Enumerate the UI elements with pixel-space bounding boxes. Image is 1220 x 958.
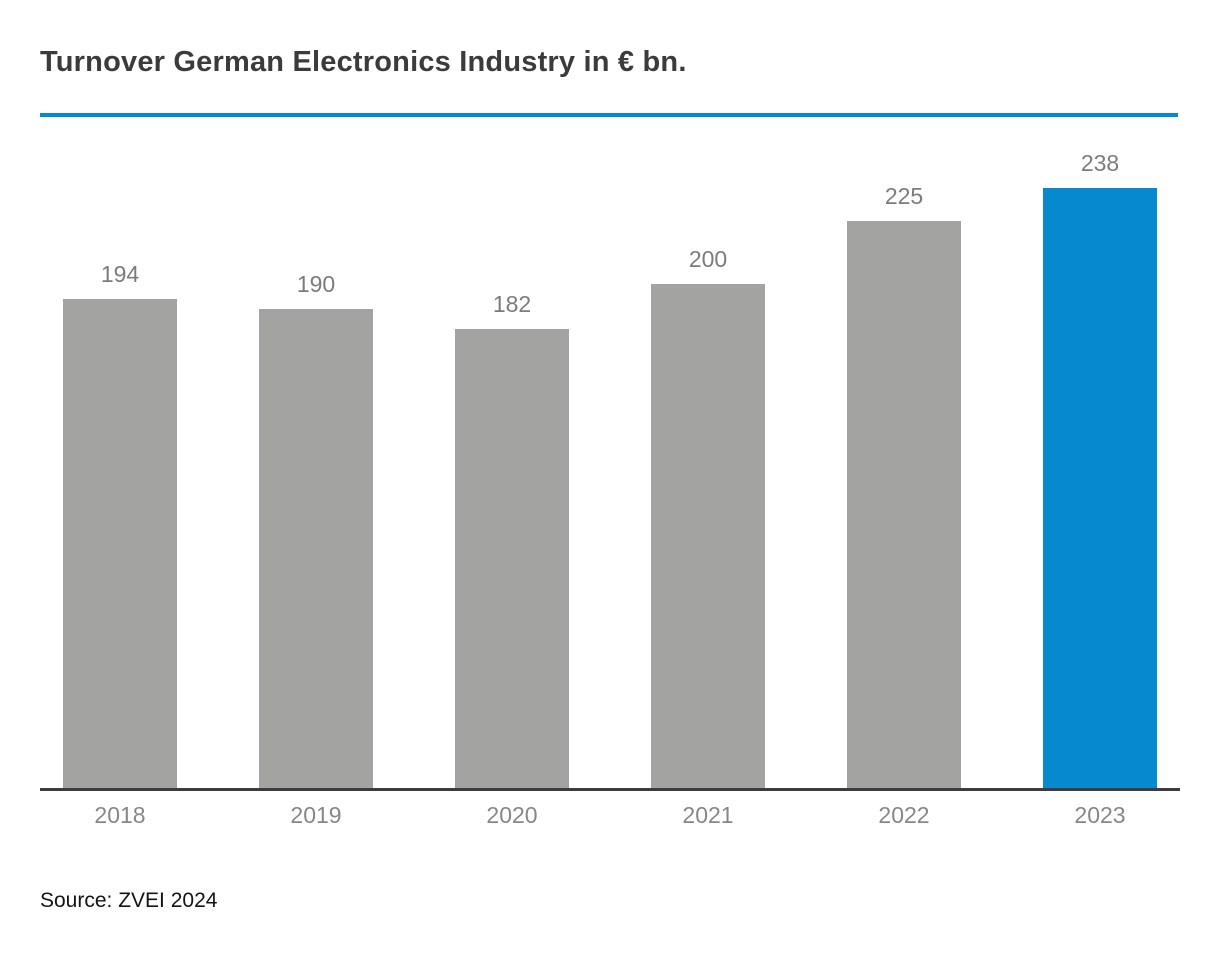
bar-group-2022: 225 (847, 185, 961, 788)
x-axis-tick-labels: 2018 2019 2020 2021 2022 2023 (63, 804, 1157, 827)
bar-2022 (847, 221, 961, 788)
x-axis-tick-label: 2019 (290, 802, 342, 828)
bar-2020 (455, 329, 569, 788)
x-axis-tick-label: 2022 (878, 802, 930, 828)
bar-series: 194 190 182 200 225 238 (63, 152, 1157, 788)
bar-value-label: 190 (296, 271, 336, 297)
bar-2021 (651, 284, 765, 788)
bar-value-label: 182 (492, 291, 532, 317)
bar-2023 (1043, 188, 1157, 788)
x-axis-line (40, 788, 1180, 791)
chart-title: Turnover German Electronics Industry in … (40, 46, 687, 78)
bar-value-label: 200 (688, 246, 728, 272)
x-axis-tick-label: 2021 (682, 802, 734, 828)
bar-group-2023: 238 (1043, 152, 1157, 788)
title-underline-rule (40, 113, 1178, 117)
bar-group-2019: 190 (259, 273, 373, 788)
bar-group-2020: 182 (455, 293, 569, 788)
x-axis-tick-label: 2023 (1074, 802, 1126, 828)
bar-2019 (259, 309, 373, 788)
x-axis-tick-label: 2018 (94, 802, 146, 828)
bar-group-2021: 200 (651, 248, 765, 788)
bar-2018 (63, 299, 177, 788)
bar-group-2018: 194 (63, 263, 177, 788)
bar-value-label: 194 (100, 261, 140, 287)
x-axis-tick-label: 2020 (486, 802, 538, 828)
bar-value-label: 238 (1080, 150, 1120, 176)
bar-value-label: 225 (884, 183, 924, 209)
source-note: Source: ZVEI 2024 (40, 889, 218, 912)
